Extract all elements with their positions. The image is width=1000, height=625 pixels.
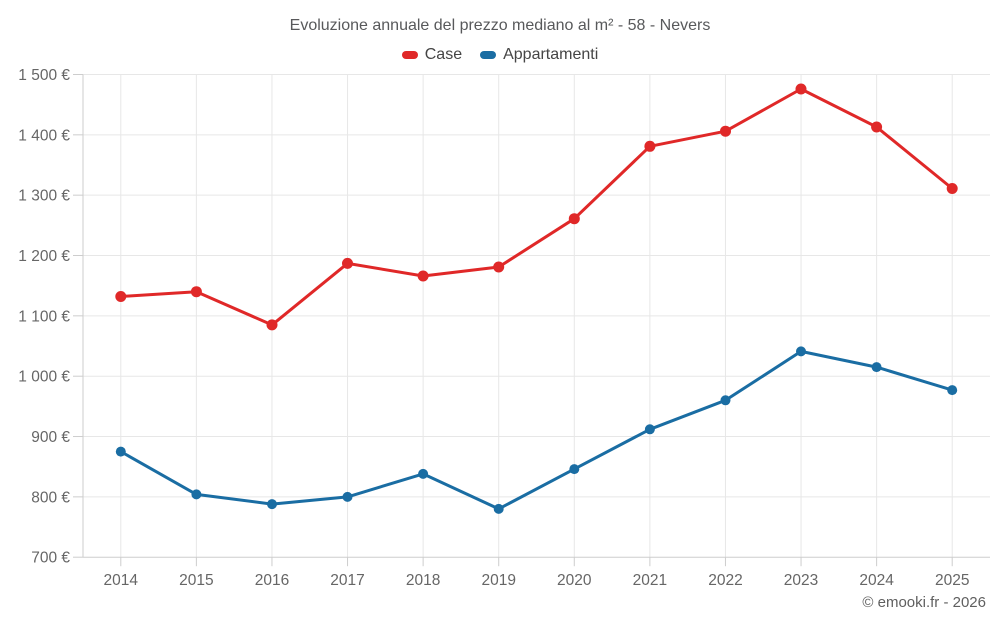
case-point-2022[interactable] <box>720 125 731 137</box>
case-point-2025[interactable] <box>946 183 958 194</box>
appartamenti-point-2014[interactable] <box>115 446 126 457</box>
xtick-label-2016: 2016 <box>255 572 289 589</box>
ytick-label-800: 800 € <box>31 489 70 506</box>
xtick-label-2015: 2015 <box>179 572 213 589</box>
xtick-label-2024: 2024 <box>859 572 894 589</box>
chart-title: Evoluzione annuale del prezzo mediano al… <box>289 17 711 34</box>
case-series-swatch-icon <box>401 51 418 59</box>
xtick-label-2023: 2023 <box>784 572 818 589</box>
chart-legend: Case Appartamenti <box>0 46 1000 64</box>
ytick-label-1100: 1 100 € <box>18 308 70 325</box>
appartamenti-point-2024[interactable] <box>871 362 882 373</box>
appartamenti-point-2016[interactable] <box>267 499 277 510</box>
xtick-label-2014: 2014 <box>104 572 139 589</box>
appartamenti-point-2022[interactable] <box>720 395 731 406</box>
appartamenti-line <box>119 349 954 511</box>
xtick-label-2020: 2020 <box>557 572 592 589</box>
case-point-2016[interactable] <box>266 319 278 331</box>
appartamenti-point-2015[interactable] <box>191 489 202 500</box>
case-point-2024[interactable] <box>871 121 883 133</box>
ytick-label-1000: 1 000 € <box>18 369 70 386</box>
xtick-label-2022: 2022 <box>708 572 742 589</box>
case-point-2023[interactable] <box>795 83 807 95</box>
case-line <box>119 87 954 327</box>
ytick-label-900: 900 € <box>31 429 70 446</box>
xtick-label-2017: 2017 <box>330 572 364 589</box>
case-point-2014[interactable] <box>115 291 127 302</box>
appartamenti-point-2017[interactable] <box>342 491 353 502</box>
appartamenti-point-2021[interactable] <box>644 424 655 435</box>
case-point-2020[interactable] <box>568 213 580 225</box>
ytick-label-1300: 1 300 € <box>18 188 70 205</box>
appartamenti-point-2025[interactable] <box>947 385 958 396</box>
xtick-label-2025: 2025 <box>935 572 969 589</box>
legend-item-appartamenti[interactable]: Appartamenti <box>480 46 598 64</box>
appartamenti-point-2019[interactable] <box>493 503 504 514</box>
copyright-text: © emooki.fr - 2026 <box>862 594 986 611</box>
appartamenti-point-2023[interactable] <box>796 346 806 357</box>
ytick-label-700: 700 € <box>31 550 70 567</box>
case-point-2015[interactable] <box>190 286 202 298</box>
ytick-label-1200: 1 200 € <box>18 248 70 265</box>
appartamenti-series-swatch-icon <box>480 51 497 59</box>
xtick-label-2019: 2019 <box>481 572 515 589</box>
case-point-2019[interactable] <box>493 261 505 273</box>
appartamenti-point-2018[interactable] <box>418 468 429 479</box>
appartamenti-point-2020[interactable] <box>569 464 580 475</box>
case-point-2018[interactable] <box>417 270 429 282</box>
xtick-label-2021: 2021 <box>633 572 667 589</box>
legend-label-case: Case <box>424 46 463 63</box>
legend-label-appartamenti: Appartamenti <box>503 46 599 63</box>
ytick-label-1500: 1 500 € <box>18 67 70 84</box>
ytick-label-1400: 1 400 € <box>18 127 70 144</box>
case-point-2017[interactable] <box>342 257 353 269</box>
case-point-2021[interactable] <box>644 140 656 152</box>
xtick-label-2018: 2018 <box>406 572 440 589</box>
legend-item-case[interactable]: Case <box>401 46 463 64</box>
